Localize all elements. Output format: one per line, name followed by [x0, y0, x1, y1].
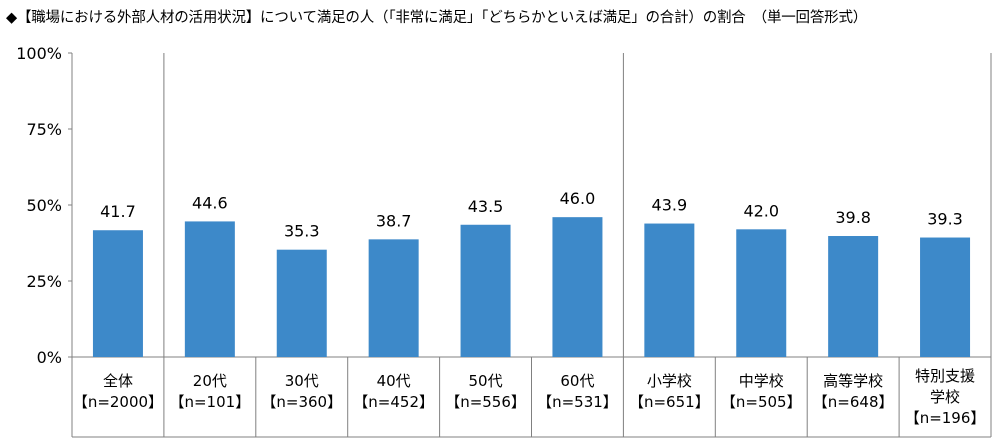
- category-label: 【n=648】: [813, 393, 894, 411]
- bar: [736, 229, 787, 357]
- data-label: 41.7: [100, 202, 136, 221]
- category-labels: 全体【n=2000】 20代【n=101】 30代【n=360】 40代【n=452】…: [73, 367, 986, 427]
- category-label: 【n=101】: [169, 393, 250, 411]
- category-label: 中学校: [739, 372, 784, 390]
- category-label: 【n=196】: [905, 409, 986, 427]
- category-label: 20代: [193, 372, 227, 390]
- data-label: 43.9: [652, 196, 688, 215]
- category-label: 60代: [560, 372, 594, 390]
- bar: [184, 221, 235, 357]
- data-label: 39.8: [835, 208, 871, 227]
- data-label: 42.0: [743, 201, 779, 220]
- category-label: 【n=651】: [629, 393, 710, 411]
- group-separators: [163, 53, 624, 357]
- bar: [644, 223, 695, 357]
- bar: [276, 249, 327, 357]
- category-label: 全体: [103, 372, 133, 390]
- data-label: 39.3: [927, 210, 963, 229]
- category-label: 【n=360】: [261, 393, 342, 411]
- data-label: 35.3: [284, 222, 320, 241]
- category-label: 【n=531】: [537, 393, 618, 411]
- category-label: 40代: [377, 372, 411, 390]
- y-tick-label: 100%: [16, 44, 62, 63]
- bar: [920, 237, 971, 357]
- y-tick-label: 75%: [26, 120, 62, 139]
- bar: [368, 239, 419, 357]
- category-label: 【n=2000】: [73, 393, 163, 411]
- y-tick-label: 50%: [26, 196, 62, 215]
- plot-frame: [71, 53, 992, 438]
- category-label: 小学校: [647, 372, 692, 390]
- y-axis-ticks: 100% 75% 50% 25% 0%: [16, 44, 72, 367]
- bars: [92, 217, 971, 357]
- bar: [828, 236, 879, 357]
- category-label: 【n=556】: [445, 393, 526, 411]
- y-tick-label: 0%: [37, 348, 62, 367]
- category-label: 学校: [930, 388, 960, 406]
- data-label: 38.7: [376, 211, 412, 230]
- data-labels: 41.7 44.6 35.3 38.7 43.5 46.0 43.9 42.0 39.8 39.3: [100, 189, 963, 241]
- chart-title: ◆【職場における外部人材の活用状況】について満足の人（「非常に満足」「どちらかと…: [6, 10, 868, 26]
- data-label: 46.0: [560, 189, 596, 208]
- category-label: 高等学校: [823, 372, 883, 390]
- category-label: 50代: [469, 372, 503, 390]
- bar: [460, 224, 511, 357]
- data-label: 43.5: [468, 197, 504, 216]
- category-label: 特別支援: [915, 367, 975, 385]
- bar: [552, 217, 603, 357]
- data-label: 44.6: [192, 193, 228, 212]
- y-tick-label: 25%: [26, 272, 62, 291]
- category-label: 【n=505】: [721, 393, 802, 411]
- category-label: 【n=452】: [353, 393, 434, 411]
- category-label: 30代: [285, 372, 319, 390]
- bar: [92, 230, 143, 357]
